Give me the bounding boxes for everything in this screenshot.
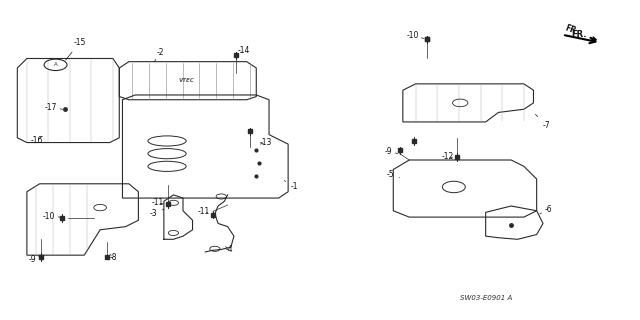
Text: -13: -13 — [260, 138, 272, 147]
Text: -17: -17 — [45, 103, 63, 112]
Text: -12: -12 — [442, 152, 454, 161]
Text: -4: -4 — [225, 245, 234, 254]
Text: -9: -9 — [385, 147, 397, 156]
Text: -14: -14 — [237, 46, 250, 55]
Text: -1: -1 — [284, 180, 298, 191]
Text: A: A — [54, 62, 58, 67]
Text: -7: -7 — [536, 114, 550, 130]
Text: -2: -2 — [154, 48, 164, 62]
Text: FR.: FR. — [563, 23, 580, 37]
Text: VTEC: VTEC — [179, 78, 194, 83]
Text: -8: -8 — [109, 253, 116, 262]
Text: -10: -10 — [43, 212, 60, 221]
Text: -5: -5 — [387, 171, 399, 180]
Text: FR.: FR. — [572, 30, 596, 40]
Text: -11: -11 — [152, 198, 164, 207]
Text: -16: -16 — [30, 136, 43, 145]
Text: SW03-E0901 A: SW03-E0901 A — [460, 295, 512, 301]
Text: -11: -11 — [198, 207, 210, 216]
Text: -9: -9 — [28, 255, 40, 264]
Text: -3: -3 — [149, 209, 164, 219]
Text: -15: -15 — [65, 38, 86, 60]
Text: -10: -10 — [406, 31, 424, 40]
Text: -6: -6 — [540, 205, 552, 214]
